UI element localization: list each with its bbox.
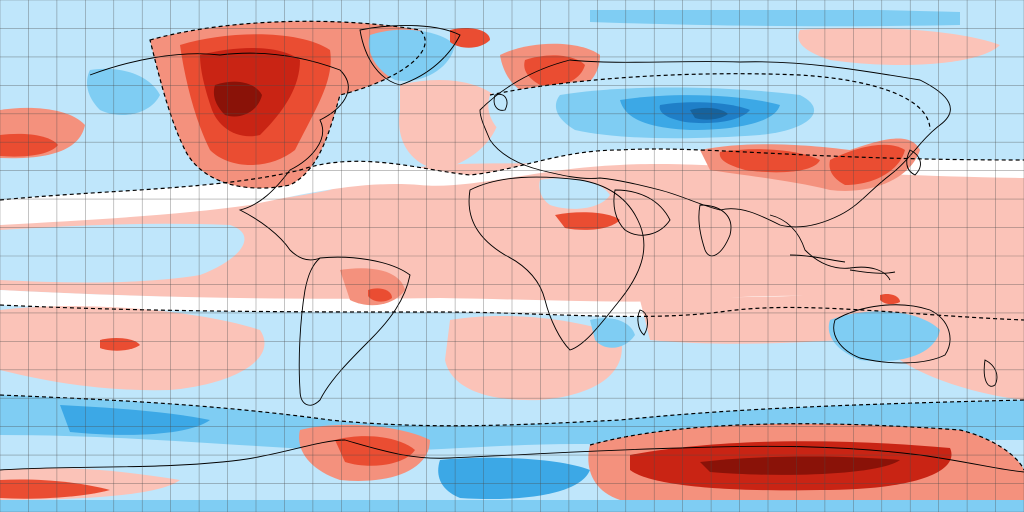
warm-region-north-atlantic <box>399 80 501 170</box>
coastline-uk <box>493 93 508 111</box>
cold-region-antarctica-central <box>438 457 590 500</box>
coastline-indonesia <box>789 254 896 274</box>
warm-region-south-america-core <box>368 288 392 302</box>
cold-region-southern-ocean-strong <box>60 405 210 435</box>
warm-region-scandinavia-core <box>524 55 585 86</box>
cold-region-australia <box>828 311 940 362</box>
warm-region-sahara <box>555 212 620 230</box>
coastline-southeast-asia <box>769 214 891 281</box>
zero-contour-eurasia <box>489 73 931 131</box>
zero-contour-antarctica <box>589 423 1024 471</box>
coastline-africa <box>468 176 645 351</box>
cold-region-north-africa <box>539 178 610 209</box>
warm-region-australia-west <box>880 293 900 305</box>
warm-region-north-pacific-core <box>0 133 58 157</box>
cold-region-south-indian <box>640 345 860 400</box>
cold-region-alaska <box>87 68 160 115</box>
coastline-new-zealand <box>983 359 998 387</box>
coastline-south-america <box>298 256 411 406</box>
warm-region-arctic-siberia <box>798 28 1000 65</box>
zero-contour-north-america <box>149 20 426 189</box>
zero-contour-southern-ocean <box>0 394 1024 427</box>
warm-region-indian-ocean <box>640 290 882 344</box>
warm-region-canada-darkest <box>213 81 262 117</box>
coastline-australia <box>833 304 951 364</box>
coastlines <box>0 24 1024 473</box>
coastline-arabia <box>613 189 671 236</box>
coastline-antarctica <box>0 439 1024 473</box>
cold-region-southern-africa <box>590 318 635 348</box>
coastline-japan <box>906 149 921 176</box>
warm-region-greenland-east <box>450 28 490 48</box>
coastline-madagascar <box>637 309 648 336</box>
warm-region-east-asia-core <box>829 144 905 185</box>
zero-contour-north <box>0 148 1024 201</box>
warm-region-antarctic-peninsula-core <box>335 436 415 466</box>
warm-region-antarctica-west-core <box>0 479 110 499</box>
cold-region-pacific-central <box>0 223 245 283</box>
coastline-greenland <box>359 24 461 86</box>
warm-region-south-atlantic <box>445 315 622 401</box>
coastline-north-america <box>89 52 349 261</box>
warm-region-antarctica-east-peak <box>700 456 900 475</box>
cold-region-greenland <box>368 29 455 81</box>
